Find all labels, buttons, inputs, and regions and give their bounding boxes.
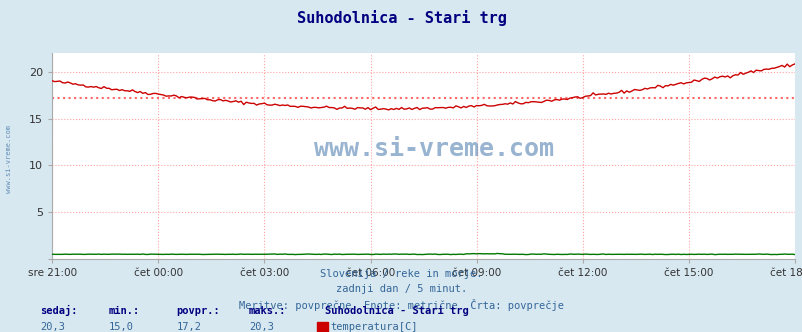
Text: sedaj:: sedaj: <box>40 305 78 316</box>
Text: 20,3: 20,3 <box>249 322 273 332</box>
Text: www.si-vreme.com: www.si-vreme.com <box>314 137 553 161</box>
Text: zadnji dan / 5 minut.: zadnji dan / 5 minut. <box>335 284 467 294</box>
Text: Suhodolnica - Stari trg: Suhodolnica - Stari trg <box>296 10 506 26</box>
Text: 17,2: 17,2 <box>176 322 201 332</box>
Text: povpr.:: povpr.: <box>176 306 220 316</box>
Text: min.:: min.: <box>108 306 140 316</box>
Text: temperatura[C]: temperatura[C] <box>330 322 418 332</box>
Text: Suhodolnica - Stari trg: Suhodolnica - Stari trg <box>325 306 468 316</box>
Text: 20,3: 20,3 <box>40 322 65 332</box>
Text: Meritve: povprečne  Enote: metrične  Črta: povprečje: Meritve: povprečne Enote: metrične Črta:… <box>239 299 563 311</box>
Text: 15,0: 15,0 <box>108 322 133 332</box>
Text: Slovenija / reke in morje.: Slovenija / reke in morje. <box>320 269 482 279</box>
Text: www.si-vreme.com: www.si-vreme.com <box>6 125 12 193</box>
Text: maks.:: maks.: <box>249 306 286 316</box>
